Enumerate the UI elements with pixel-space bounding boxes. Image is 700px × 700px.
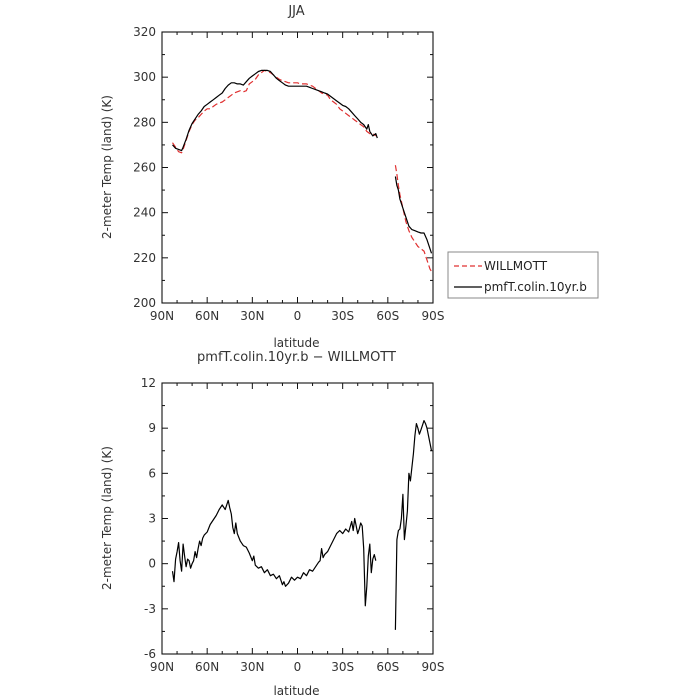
x-tick-label: 60N <box>195 309 219 323</box>
y-tick-label: 300 <box>133 70 156 84</box>
x-tick-label: 60S <box>376 309 399 323</box>
y-tick-label: -6 <box>144 647 156 661</box>
panel-bottom-lines <box>171 420 433 630</box>
y-tick-label: 280 <box>133 115 156 129</box>
panel-top-lines <box>172 69 433 272</box>
series-line-top-1-1 <box>394 176 433 254</box>
x-tick-label: 30N <box>240 309 264 323</box>
series-line-top-0-0 <box>172 69 377 154</box>
x-tick-label: 90N <box>150 309 174 323</box>
series-line-top-1-0 <box>172 69 378 152</box>
y-tick-label: 240 <box>133 206 156 220</box>
y-tick-label: -3 <box>144 602 156 616</box>
panel-top-frame <box>161 31 434 304</box>
legend: WILLMOTT pmfT.colin.10yr.b <box>447 251 599 299</box>
x-tick-label: 30N <box>240 660 264 674</box>
y-tick-label: 9 <box>148 421 156 435</box>
panel-top-ticks: 200 220 240 260 280 300 320 90N 60N 30N 0 30S 60S 90S <box>133 25 444 323</box>
panel-bottom-title: pmfT.colin.10yr.b − WILLMOTT <box>197 350 396 365</box>
x-tick-label: 60N <box>195 660 219 674</box>
y-tick-label: 220 <box>133 251 156 265</box>
x-tick-label: 0 <box>294 660 302 674</box>
y-tick-label: 12 <box>141 376 156 390</box>
legend-label-model: pmfT.colin.10yr.b <box>484 280 587 294</box>
x-tick-label: 60S <box>376 660 399 674</box>
series-line-bottom-0-1 <box>394 420 433 630</box>
x-tick-label: 90S <box>422 309 445 323</box>
panel-bottom-xlabel: latitude <box>273 684 319 698</box>
y-tick-label: 320 <box>133 25 156 39</box>
y-tick-label: 0 <box>148 557 156 571</box>
y-tick-label: 6 <box>148 466 156 480</box>
x-tick-label: 30S <box>331 660 354 674</box>
panel-top-ylabel: 2-meter Temp (land) (K) <box>100 95 114 239</box>
panel-bottom: pmfT.colin.10yr.b − WILLMOTT -6 -3 0 3 6 9 12 9… <box>100 350 444 698</box>
x-tick-label: 90S <box>422 660 445 674</box>
x-tick-label: 0 <box>294 309 302 323</box>
legend-label-willmott: WILLMOTT <box>484 259 548 273</box>
panel-top-xlabel: latitude <box>273 336 319 350</box>
x-tick-label: 30S <box>331 309 354 323</box>
y-tick-label: 200 <box>133 296 156 310</box>
panel-bottom-frame <box>161 382 434 655</box>
legend-box <box>447 251 599 299</box>
series-line-top-0-1 <box>394 165 433 272</box>
y-tick-label: 260 <box>133 161 156 175</box>
y-tick-label: 3 <box>148 512 156 526</box>
x-tick-label: 90N <box>150 660 174 674</box>
series-line-bottom-0-0 <box>171 499 377 607</box>
panel-bottom-ticks: -6 -3 0 3 6 9 12 90N 60N 30N 0 30S 60S 90S <box>141 376 445 674</box>
panel-top: JJA 200 220 240 260 280 300 320 90N 60N 30N 0 30S 60… <box>100 4 444 350</box>
panel-bottom-ylabel: 2-meter Temp (land) (K) <box>100 446 114 590</box>
panel-top-title: JJA <box>287 4 304 19</box>
